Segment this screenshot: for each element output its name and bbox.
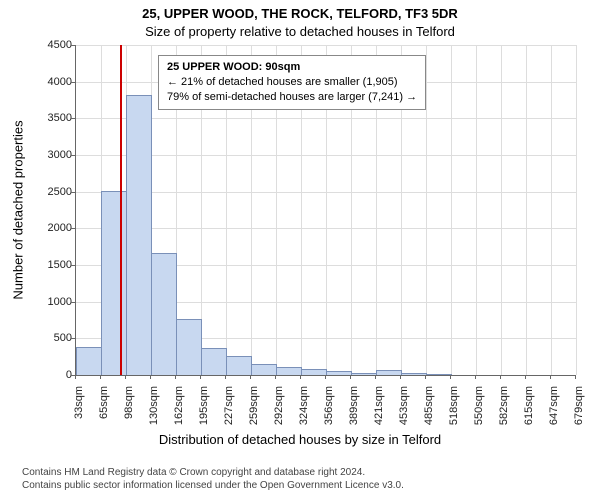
gridline-v [451,45,452,375]
bar [351,373,378,375]
plot-area: 25 UPPER WOOD: 90sqm← 21% of detached ho… [75,45,576,376]
bar [326,371,352,375]
x-tick-mark [525,375,526,379]
x-tick-label: 647sqm [548,386,560,425]
bar [376,370,402,375]
bar [251,364,277,375]
y-tick-mark [71,338,75,339]
x-tick-mark [350,375,351,379]
y-tick-label: 2000 [12,222,72,234]
x-tick-label: 615sqm [523,386,535,425]
y-tick-mark [71,192,75,193]
bar [226,356,252,375]
y-tick-mark [71,302,75,303]
chart-title-line2: Size of property relative to detached ho… [0,24,600,39]
x-tick-mark [375,375,376,379]
x-tick-label: 162sqm [173,386,185,425]
x-tick-label: 453sqm [398,386,410,425]
x-tick-mark [200,375,201,379]
footer-attribution: Contains HM Land Registry data © Crown c… [22,466,404,492]
marker-line [120,45,122,375]
x-tick-mark [175,375,176,379]
x-tick-label: 485sqm [423,386,435,425]
x-tick-label: 33sqm [73,386,85,419]
x-tick-label: 389sqm [348,386,360,425]
x-tick-mark [75,375,76,379]
annotation-line: ← 21% of detached houses are smaller (1,… [167,75,417,90]
footer-line2: Contains public sector information licen… [22,479,404,492]
y-tick-mark [71,228,75,229]
footer-line1: Contains HM Land Registry data © Crown c… [22,466,404,479]
y-tick-label: 500 [12,332,72,344]
chart-title-line1: 25, UPPER WOOD, THE ROCK, TELFORD, TF3 5… [0,6,600,21]
x-tick-label: 130sqm [148,386,160,425]
gridline-v [476,45,477,375]
x-tick-label: 356sqm [323,386,335,425]
x-tick-label: 227sqm [223,386,235,425]
x-tick-label: 324sqm [298,386,310,425]
x-tick-label: 195sqm [198,386,210,425]
y-tick-label: 4500 [12,39,72,51]
bar [201,348,227,375]
y-tick-label: 3500 [12,112,72,124]
y-tick-mark [71,118,75,119]
x-tick-mark [250,375,251,379]
bar [126,95,152,375]
x-tick-mark [325,375,326,379]
x-tick-label: 679sqm [573,386,585,425]
x-tick-label: 518sqm [448,386,460,425]
annotation-box: 25 UPPER WOOD: 90sqm← 21% of detached ho… [158,55,426,110]
bar [176,319,203,375]
y-tick-label: 2500 [12,186,72,198]
x-tick-mark [450,375,451,379]
x-tick-mark [550,375,551,379]
x-tick-label: 259sqm [248,386,260,425]
bar [276,367,303,375]
y-tick-mark [71,265,75,266]
y-tick-label: 4000 [12,76,72,88]
gridline-v [426,45,427,375]
x-tick-mark [425,375,426,379]
x-tick-mark [400,375,401,379]
x-tick-mark [475,375,476,379]
x-tick-label: 421sqm [373,386,385,425]
x-axis-label: Distribution of detached houses by size … [0,432,600,447]
bar [101,191,128,375]
bar [76,347,102,375]
y-tick-mark [71,82,75,83]
y-tick-label: 1000 [12,296,72,308]
x-tick-mark [125,375,126,379]
bar [426,374,453,375]
annotation-line: 25 UPPER WOOD: 90sqm [167,60,417,75]
x-tick-label: 98sqm [123,386,135,419]
x-tick-mark [150,375,151,379]
gridline-v [576,45,577,375]
gridline-v [551,45,552,375]
y-tick-label: 1500 [12,259,72,271]
y-axis-label: Number of detached properties [11,120,26,299]
x-tick-mark [300,375,301,379]
x-tick-label: 582sqm [498,386,510,425]
x-tick-mark [500,375,501,379]
y-tick-label: 3000 [12,149,72,161]
gridline-v [501,45,502,375]
y-tick-label: 0 [12,369,72,381]
x-tick-mark [575,375,576,379]
x-tick-mark [225,375,226,379]
x-tick-label: 65sqm [98,386,110,419]
gridline-v [526,45,527,375]
y-tick-mark [71,155,75,156]
x-tick-label: 292sqm [273,386,285,425]
y-tick-mark [71,45,75,46]
x-tick-label: 550sqm [473,386,485,425]
x-tick-mark [275,375,276,379]
x-tick-mark [100,375,101,379]
annotation-line: 79% of semi-detached houses are larger (… [167,90,417,105]
bar [301,369,327,375]
bar [401,373,427,375]
bar [151,253,177,375]
